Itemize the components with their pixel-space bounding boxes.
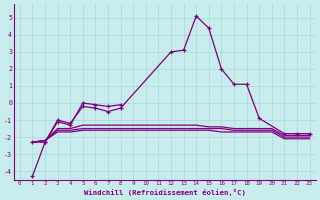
X-axis label: Windchill (Refroidissement éolien,°C): Windchill (Refroidissement éolien,°C) <box>84 189 246 196</box>
